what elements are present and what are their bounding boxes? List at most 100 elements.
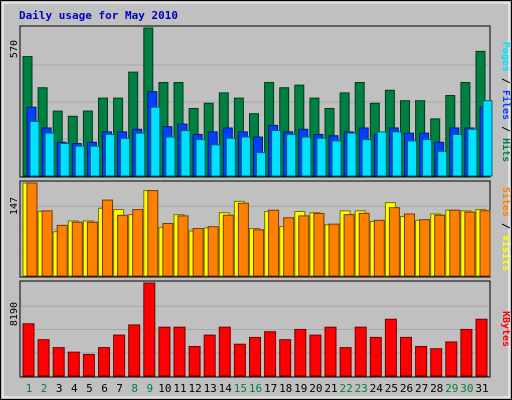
x-tick-label: 8 (131, 382, 138, 395)
y-axis-label-part: Files (500, 90, 512, 120)
bar-kbytes-day-11 (173, 326, 186, 377)
bar-sites-day-14 (222, 214, 234, 277)
bar-kbytes-day-20 (309, 334, 322, 377)
bar-pages-day-10 (165, 136, 176, 177)
chart-title: Daily usage for May 2010 (19, 9, 178, 22)
bar-pages-day-17 (271, 130, 282, 177)
x-tick-label: 2 (41, 382, 48, 395)
bar-sites-day-27 (419, 219, 431, 277)
bar-pages-day-22 (346, 132, 357, 177)
bar-pages-day-11 (180, 130, 191, 177)
x-tick-label: 25 (385, 382, 398, 395)
x-tick-label: 19 (294, 382, 307, 395)
y-axis-label-part: Sites (500, 187, 512, 217)
bar-sites-day-24 (373, 219, 385, 277)
y-axis-label-part: Visits (500, 235, 512, 271)
bar-pages-day-3 (59, 143, 70, 177)
y-axis-label-0: Pages / Files / Hits (500, 42, 512, 162)
y-axis-label-part: KBytes (500, 311, 511, 347)
x-tick-label: 5 (86, 382, 93, 395)
bar-sites-day-31 (479, 210, 491, 277)
bar-sites-day-8 (132, 209, 144, 277)
y-axis-label-part: Hits (500, 138, 512, 162)
bar-sites-day-2 (41, 210, 53, 277)
bar-kbytes-day-29 (445, 341, 458, 377)
bar-kbytes-day-26 (400, 336, 412, 377)
bar-kbytes-day-25 (384, 318, 397, 377)
bar-kbytes-day-22 (339, 347, 352, 377)
x-tick-label: 29 (445, 382, 458, 395)
bar-sites-day-7 (117, 214, 129, 277)
bar-sites-day-3 (56, 224, 68, 277)
bar-sites-day-4 (71, 221, 83, 277)
bar-pages-day-20 (316, 137, 327, 177)
bar-sites-day-9 (147, 190, 159, 277)
x-tick-label: 21 (324, 382, 337, 395)
bar-kbytes-day-12 (188, 345, 201, 377)
bar-kbytes-day-14 (218, 326, 231, 377)
bar-pages-day-30 (467, 128, 478, 177)
bar-pages-day-12 (195, 139, 206, 177)
x-tick-label: 31 (475, 382, 488, 395)
y-axis-label-1: Sites / Visits (500, 187, 512, 271)
bar-sites-day-1 (26, 182, 38, 277)
bar-pages-day-13 (210, 144, 221, 177)
bar-kbytes-day-4 (67, 351, 80, 377)
bar-sites-day-30 (464, 211, 476, 277)
bar-pages-day-1 (29, 120, 40, 177)
bar-kbytes-day-7 (113, 334, 126, 377)
bar-sites-day-28 (434, 214, 446, 277)
x-tick-label: 13 (204, 382, 217, 395)
x-tick-label: 4 (71, 382, 78, 395)
bar-sites-day-22 (343, 214, 355, 277)
bar-pages-day-26 (407, 140, 417, 177)
bar-kbytes-day-8 (128, 324, 141, 377)
bar-pages-day-16 (256, 152, 266, 177)
bar-sites-day-23 (358, 212, 370, 277)
bar-kbytes-day-28 (430, 348, 443, 377)
y-axis-label-2: KBytes (500, 311, 511, 347)
bar-pages-day-21 (331, 140, 342, 177)
bar-pages-day-23 (361, 139, 372, 177)
bar-pages-day-14 (225, 137, 236, 177)
bar-pages-day-15 (240, 136, 251, 177)
x-tick-label: 17 (264, 382, 277, 395)
y-max-label: 147 (9, 197, 20, 215)
x-tick-label: 3 (56, 382, 63, 395)
y-max-label: 570 (9, 40, 20, 58)
x-tick-label: 30 (460, 382, 473, 395)
x-tick-label: 15 (234, 382, 247, 395)
x-tick-label: 24 (370, 382, 384, 395)
bar-kbytes-day-30 (460, 328, 473, 377)
bar-sites-day-13 (207, 226, 219, 277)
x-tick-label: 10 (158, 382, 171, 395)
x-tick-label: 16 (249, 382, 262, 395)
bar-kbytes-day-3 (52, 347, 65, 377)
bar-pages-day-7 (120, 137, 131, 177)
bar-pages-day-25 (391, 131, 402, 177)
bar-kbytes-day-9 (143, 282, 156, 377)
bar-sites-day-18 (283, 217, 295, 277)
bar-sites-day-17 (268, 209, 280, 277)
x-tick-label: 23 (355, 382, 368, 395)
x-tick-label: 18 (279, 382, 292, 395)
bar-kbytes-day-5 (82, 353, 95, 377)
x-tick-label: 22 (339, 382, 352, 395)
x-tick-label: 27 (415, 382, 428, 395)
x-tick-label: 28 (430, 382, 443, 395)
x-tick-label: 6 (101, 382, 108, 395)
bar-kbytes-day-13 (203, 334, 216, 377)
bar-sites-day-15 (237, 202, 249, 277)
y-max-label: 8190 (9, 302, 20, 326)
bar-pages-day-2 (44, 132, 55, 177)
x-tick-label: 11 (173, 382, 186, 395)
bar-sites-day-20 (313, 212, 325, 277)
bar-kbytes-day-10 (158, 326, 171, 377)
bar-sites-day-10 (162, 222, 174, 277)
y-axis-label-part: Pages (500, 42, 511, 72)
bar-kbytes-day-17 (264, 331, 277, 377)
bar-kbytes-day-24 (369, 336, 382, 377)
bar-kbytes-day-1 (22, 323, 35, 377)
bar-kbytes-day-18 (279, 339, 292, 377)
